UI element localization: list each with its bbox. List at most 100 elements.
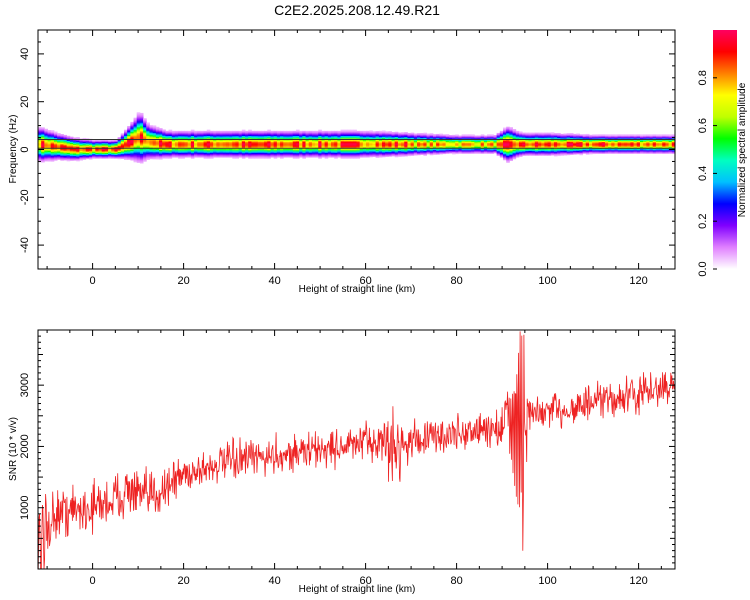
spectrogram-cell bbox=[174, 142, 179, 145]
spectrogram-cell bbox=[420, 137, 424, 140]
spectrogram-cell bbox=[624, 152, 628, 154]
spectrogram-cell bbox=[254, 141, 259, 144]
spectrogram-cell bbox=[248, 138, 252, 140]
spectrogram-cell bbox=[659, 144, 663, 146]
spectrogram-cell bbox=[143, 146, 147, 149]
spectrogram-cell bbox=[512, 148, 517, 150]
spectrogram-cell bbox=[324, 136, 329, 139]
spectrogram-cell bbox=[362, 148, 367, 151]
spectrogram-cell bbox=[324, 140, 329, 143]
spectrogram-cell bbox=[184, 145, 189, 147]
spectrogram-cell bbox=[241, 132, 246, 134]
spectrogram-cell bbox=[95, 157, 99, 159]
spectrogram-cell bbox=[190, 145, 195, 147]
spectrogram-cell bbox=[448, 151, 453, 154]
spectrogram-cell bbox=[57, 136, 61, 139]
spectrogram-cell bbox=[624, 134, 628, 137]
spectrogram-cell bbox=[235, 136, 240, 139]
spectrogram-cell bbox=[117, 137, 122, 139]
spectrogram-cell bbox=[136, 118, 141, 120]
spectrogram-cell bbox=[356, 146, 361, 148]
spectrogram-cell bbox=[120, 149, 125, 151]
spectrogram-cell bbox=[38, 155, 42, 158]
spectrogram-cell bbox=[47, 139, 52, 142]
spectrogram-cell bbox=[171, 141, 176, 144]
spectrogram-cell bbox=[388, 132, 392, 134]
spectrogram-cell bbox=[432, 152, 437, 154]
spectrogram-cell bbox=[130, 149, 134, 151]
spectrogram-cell bbox=[601, 148, 606, 151]
spectrogram-cell bbox=[238, 130, 243, 133]
spectrogram-cell bbox=[353, 144, 357, 146]
spectrogram-cell bbox=[203, 130, 208, 133]
spectrogram-cell bbox=[503, 140, 507, 143]
spectrogram-cell bbox=[130, 154, 134, 156]
spectrogram-cell bbox=[426, 144, 431, 146]
spectrogram-cell bbox=[264, 132, 268, 134]
spectrogram-cell bbox=[659, 138, 663, 140]
spectrogram-cell bbox=[649, 144, 654, 146]
spectrogram-cell bbox=[159, 148, 163, 151]
spectrogram-cell bbox=[579, 136, 584, 139]
spectrogram-cell bbox=[85, 149, 90, 151]
spectrogram-cell bbox=[334, 133, 338, 135]
spectrogram-cell bbox=[378, 139, 383, 141]
spectrogram-cell bbox=[104, 146, 109, 148]
spectrogram-cell bbox=[604, 140, 609, 143]
spectrogram-cell bbox=[184, 130, 189, 133]
spectrogram-cell bbox=[117, 142, 122, 144]
spectrogram-cell bbox=[346, 146, 351, 148]
spectrogram-x-tick-label: 60 bbox=[359, 275, 371, 287]
spectrogram-cell bbox=[557, 153, 561, 155]
spectrogram-cell bbox=[245, 152, 249, 154]
spectrogram-cell bbox=[442, 150, 447, 152]
spectrogram-cell bbox=[490, 135, 494, 138]
spectrogram-cell bbox=[248, 134, 252, 137]
spectrogram-cell bbox=[174, 140, 179, 143]
spectrogram-cell bbox=[585, 149, 590, 152]
spectrogram-cell bbox=[589, 149, 593, 151]
spectrogram-cell bbox=[219, 141, 224, 144]
spectrogram-cell bbox=[143, 154, 147, 156]
spectrogram-cell bbox=[181, 152, 185, 154]
spectrogram-cell bbox=[127, 152, 131, 154]
spectrogram-cell bbox=[44, 128, 48, 131]
spectrogram-cell bbox=[181, 146, 185, 148]
spectrogram-cell bbox=[327, 149, 332, 152]
spectrogram-cell bbox=[509, 148, 513, 151]
spectrogram-cell bbox=[353, 134, 357, 137]
spectrogram-cell bbox=[162, 152, 166, 154]
spectrogram-cell bbox=[130, 136, 134, 138]
spectrogram-cell bbox=[47, 158, 52, 161]
spectrogram-cell bbox=[238, 144, 243, 146]
spectrogram-cell bbox=[531, 142, 536, 144]
spectrogram-cell bbox=[652, 144, 657, 146]
spectrogram-cell bbox=[273, 149, 278, 152]
spectrogram-cell bbox=[108, 148, 112, 151]
spectrogram-cell bbox=[264, 146, 268, 148]
spectrogram-cell bbox=[385, 154, 389, 156]
spectrogram-cell bbox=[321, 141, 326, 144]
spectrogram-cell bbox=[522, 132, 526, 135]
spectrogram-cell bbox=[404, 144, 408, 146]
spectrogram-cell bbox=[47, 131, 52, 133]
spectrogram-cell bbox=[143, 142, 147, 144]
spectrogram-cell bbox=[152, 126, 157, 129]
spectrogram-cell bbox=[531, 152, 536, 155]
spectrogram-cell bbox=[353, 140, 357, 143]
spectrogram-cell bbox=[302, 132, 306, 134]
spectrogram-cell bbox=[334, 136, 338, 139]
spectrogram-cell bbox=[525, 136, 529, 138]
spectrogram-cell bbox=[461, 138, 466, 140]
spectrogram-cell bbox=[257, 157, 262, 159]
spectrogram-cell bbox=[155, 155, 160, 158]
spectrogram-cell bbox=[95, 151, 99, 153]
spectrogram-cell bbox=[646, 145, 650, 147]
spectrogram-cell bbox=[455, 142, 459, 145]
spectrogram-cell bbox=[302, 149, 306, 152]
spectrogram-cell bbox=[85, 145, 90, 148]
spectrogram-cell bbox=[98, 155, 103, 158]
spectrogram-cell bbox=[60, 157, 64, 160]
spectrogram-cell bbox=[85, 143, 90, 145]
spectrogram-cell bbox=[550, 132, 555, 134]
